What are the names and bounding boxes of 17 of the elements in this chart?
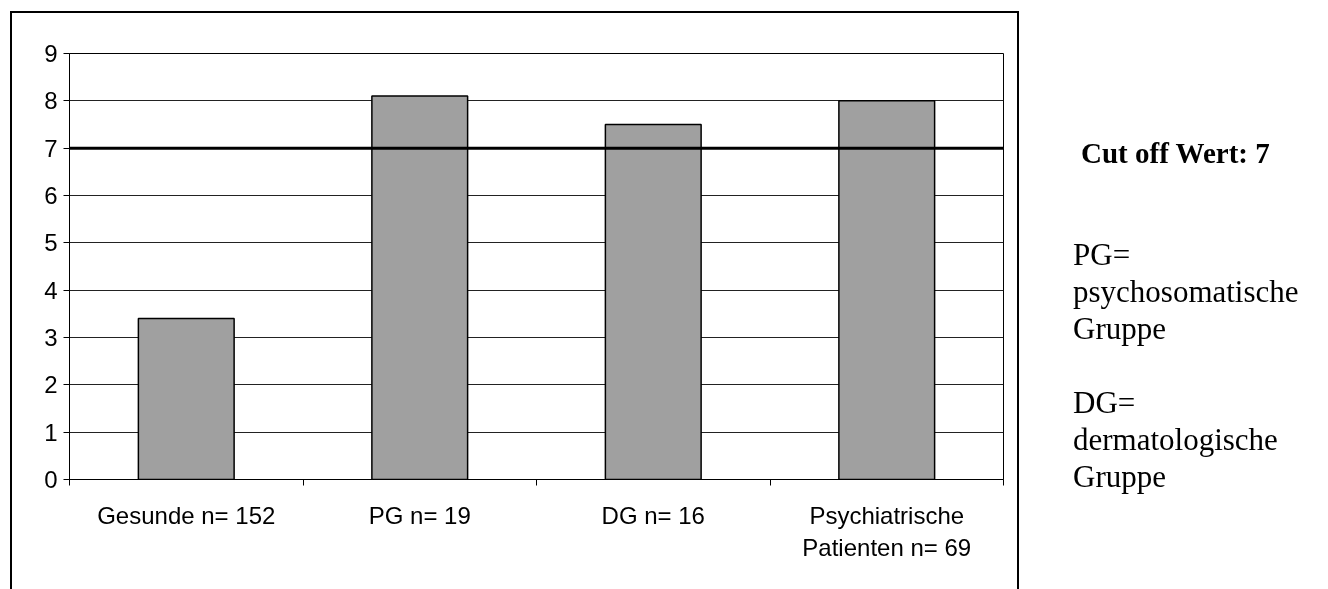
- y-tick-label: 1: [44, 418, 58, 446]
- y-tick-label: 7: [44, 134, 58, 162]
- y-tick-label: 2: [44, 371, 58, 399]
- note: DG= dermatologische Gruppe: [1073, 384, 1278, 495]
- note: PG= psychosomatische Gruppe: [1073, 236, 1299, 347]
- x-tick-label: DG n= 16: [601, 501, 705, 529]
- y-tick-label: 9: [44, 40, 58, 67]
- y-tick-label: 6: [44, 182, 58, 209]
- x-tick-label: PG n= 19: [368, 501, 471, 529]
- x-tick-label: Gesunde n= 152: [97, 501, 276, 529]
- y-tick-label: 8: [44, 87, 58, 115]
- y-tick-label: 5: [44, 229, 58, 257]
- y-tick-label: 3: [44, 324, 58, 351]
- ref-line-label: Cut off Wert: 7: [1081, 139, 1270, 169]
- y-tick-label: 4: [44, 276, 58, 304]
- x-tick-label: Psychiatrische Patienten n= 69: [802, 501, 972, 561]
- y-tick-label: 0: [44, 466, 58, 493]
